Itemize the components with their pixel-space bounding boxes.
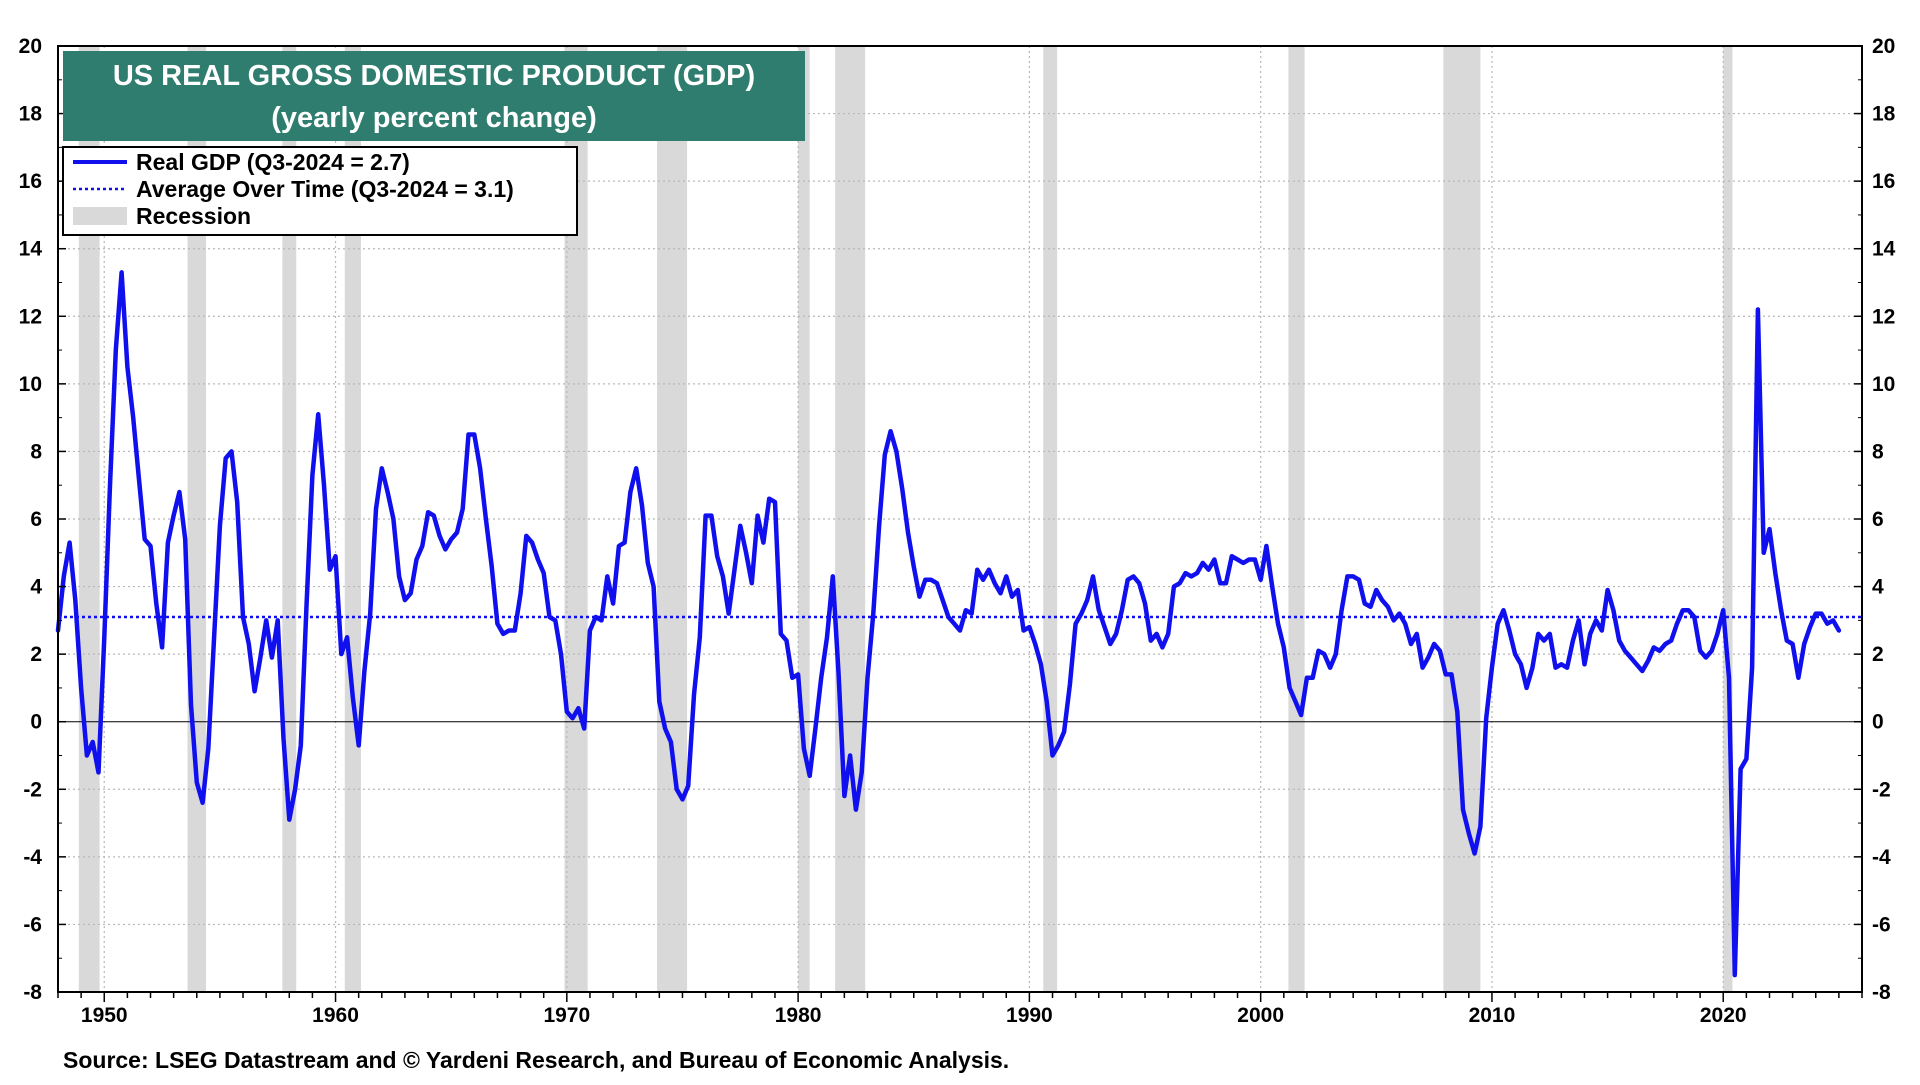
recession-band <box>1288 46 1305 992</box>
x-tick-label: 2010 <box>1469 1004 1516 1027</box>
recession-band <box>187 46 207 992</box>
recession-bands <box>78 46 1733 992</box>
y-tick-label-left: 10 <box>19 373 42 396</box>
legend-label-recession: Recession <box>136 203 251 229</box>
y-tick-label-left: -2 <box>23 778 42 801</box>
x-tick-label: 2000 <box>1237 1004 1284 1027</box>
recession-band <box>564 46 588 992</box>
series-layer <box>55 270 1842 978</box>
y-tick-label-left: 6 <box>30 508 42 531</box>
y-tick-label-left: -4 <box>23 846 42 869</box>
y-tick-label-right: 20 <box>1872 35 1895 58</box>
y-tick-label-right: 0 <box>1872 711 1884 734</box>
recession-band <box>1723 46 1733 992</box>
chart-subtitle: (yearly percent change) <box>271 102 597 134</box>
recession-band <box>344 46 361 992</box>
y-tick-label-left: 14 <box>19 238 43 261</box>
y-tick-label-right: -8 <box>1872 981 1891 1004</box>
legend-swatch-recession <box>73 207 127 225</box>
y-tick-label-left: 20 <box>19 35 42 58</box>
x-tick-label: 1950 <box>81 1004 128 1027</box>
y-tick-label-right: 2 <box>1872 643 1884 666</box>
y-tick-label-right: -6 <box>1872 913 1891 936</box>
title-background <box>63 51 805 141</box>
y-tick-label-right: 8 <box>1872 440 1884 463</box>
legend-box <box>62 146 578 236</box>
recession-band <box>1043 46 1058 992</box>
y-tick-label-right: 4 <box>1872 576 1884 599</box>
y-tick-label-left: 8 <box>30 440 42 463</box>
x-tick-label: 1990 <box>1006 1004 1053 1027</box>
y-tick-label-left: 4 <box>30 576 42 599</box>
chart-title: US REAL GROSS DOMESTIC PRODUCT (GDP) <box>113 60 755 92</box>
y-tick-label-left: 2 <box>30 643 42 666</box>
y-tick-label-left: -8 <box>23 981 42 1004</box>
y-tick-label-left: 16 <box>19 170 42 193</box>
y-tick-label-right: -4 <box>1872 846 1891 869</box>
y-tick-label-right: 14 <box>1872 238 1896 261</box>
legend-label-gdp: Real GDP (Q3-2024 = 2.7) <box>136 149 410 175</box>
legend: Real GDP (Q3-2024 = 2.7) Average Over Ti… <box>62 146 578 236</box>
y-tick-label-right: 16 <box>1872 170 1895 193</box>
y-tick-label-right: -2 <box>1872 778 1891 801</box>
y-tick-label-left: -6 <box>23 913 42 936</box>
x-tick-label: 1960 <box>312 1004 359 1027</box>
y-tick-label-left: 12 <box>19 305 42 328</box>
legend-label-average: Average Over Time (Q3-2024 = 3.1) <box>136 176 514 202</box>
x-tick-label: 1970 <box>543 1004 590 1027</box>
recession-band <box>835 46 866 992</box>
title-box: US REAL GROSS DOMESTIC PRODUCT (GDP) (ye… <box>63 51 805 141</box>
recession-band <box>657 46 688 992</box>
y-tick-label-right: 6 <box>1872 508 1884 531</box>
y-tick-label-left: 0 <box>30 711 42 734</box>
x-tick-label: 2020 <box>1700 1004 1747 1027</box>
y-tick-label-right: 12 <box>1872 305 1895 328</box>
x-tick-label: 1980 <box>775 1004 822 1027</box>
series-line-real-gdp <box>55 270 1842 978</box>
y-tick-label-left: 18 <box>19 103 43 126</box>
y-tick-label-right: 10 <box>1872 373 1895 396</box>
y-tick-label-right: 18 <box>1872 103 1896 126</box>
source-note: Source: LSEG Datastream and © Yardeni Re… <box>63 1047 1009 1073</box>
